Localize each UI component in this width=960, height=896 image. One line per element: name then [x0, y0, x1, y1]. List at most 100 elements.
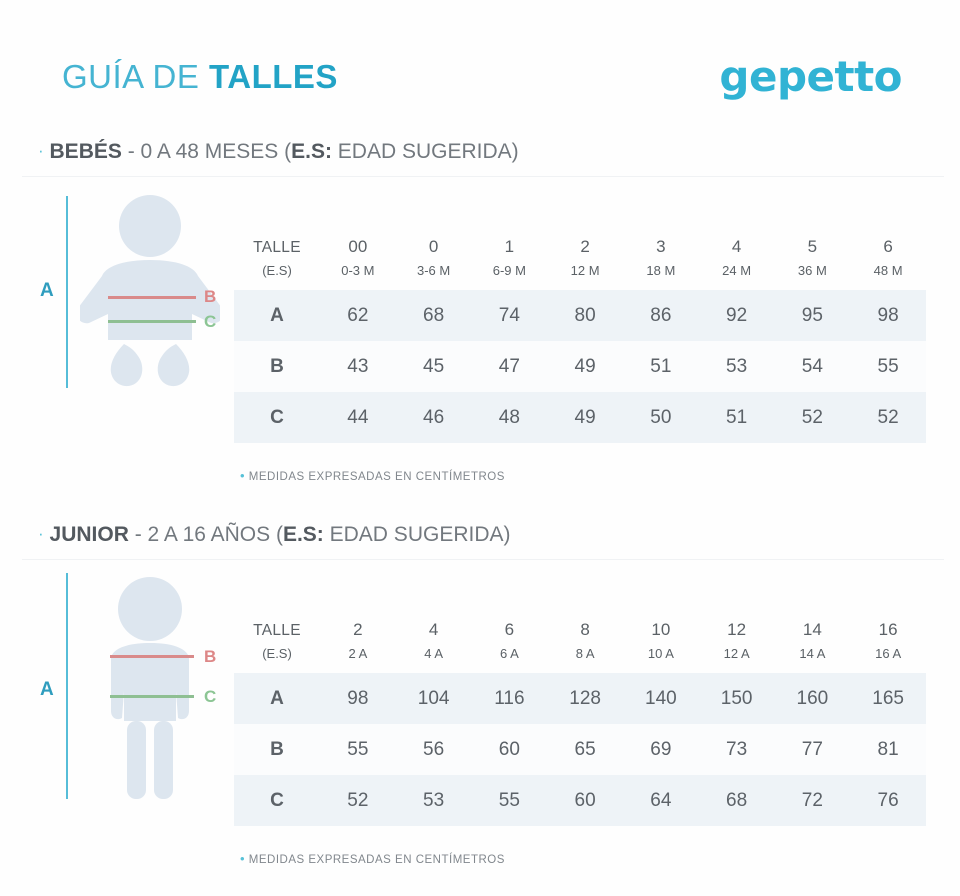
- cell-value: 44: [347, 406, 369, 428]
- section-junior-es-meaning: EDAD SUGERIDA): [323, 523, 511, 546]
- cell-value: 53: [423, 789, 445, 811]
- size-table-junior: TALLE 2 4 6 8 10 12 14 16 (E.S) 2 A 4 A …: [234, 609, 926, 826]
- cell-value: 128: [569, 687, 601, 709]
- cell-value: 65: [574, 738, 596, 760]
- column-header-age: 48 M: [873, 263, 903, 278]
- table-note-bebes: • MEDIDAS EXPRESADAS EN CENTÍMETROS: [240, 468, 505, 483]
- waist-measure-line: [108, 320, 196, 323]
- cell-value: 150: [720, 687, 753, 709]
- column-header-age: 18 M: [646, 263, 676, 278]
- section-junior-name: JUNIOR: [49, 523, 129, 546]
- column-header-size: 14: [802, 620, 822, 639]
- waist-measure-label: C: [204, 687, 217, 706]
- row-label-c: C: [270, 789, 284, 811]
- size-table-bebes: TALLE 00 0 1 2 3 4 5 6 (E.S) 0-3 M 3-6 M…: [234, 226, 926, 443]
- cell-value: 45: [423, 355, 445, 377]
- cell-value: 46: [423, 406, 445, 428]
- section-junior-heading: · JUNIOR - 2 A 16 AÑOS (E.S: EDAD SUGERI…: [38, 523, 511, 547]
- cell-value: 52: [877, 406, 899, 428]
- note-text: MEDIDAS EXPRESADAS EN CENTÍMETROS: [248, 471, 505, 483]
- chest-measure-line: [108, 296, 196, 299]
- waist-measure-label: C: [204, 312, 217, 331]
- cell-value: 51: [726, 406, 748, 428]
- chest-measure-label: B: [204, 287, 217, 306]
- table-row: A 98 104 116 128 140 150 160 165: [234, 673, 926, 724]
- cell-value: 98: [877, 304, 899, 326]
- table-body-bebes: A 62 68 74 80 86 92 95 98 B 43 45 47 49 …: [234, 290, 926, 443]
- column-header-talle: TALLE: [253, 622, 301, 639]
- chest-measure-line: [110, 655, 194, 658]
- height-axis-line: [66, 573, 68, 799]
- column-header-age: 24 M: [722, 263, 752, 278]
- table-header-bebes: TALLE 00 0 1 2 3 4 5 6 (E.S) 0-3 M 3-6 M…: [234, 226, 926, 290]
- row-label-b: B: [270, 355, 284, 377]
- height-axis-label: A: [40, 280, 54, 301]
- row-label-a: A: [270, 304, 284, 326]
- note-text: MEDIDAS EXPRESADAS EN CENTÍMETROS: [248, 854, 505, 866]
- cell-value: 95: [801, 304, 823, 326]
- column-header-size: 2: [580, 237, 590, 256]
- masthead: GUÍA DE TALLES gepetto: [0, 0, 960, 126]
- table-note-junior: • MEDIDAS EXPRESADAS EN CENTÍMETROS: [240, 851, 505, 866]
- column-header-size: 00: [348, 237, 368, 256]
- table-body-junior: A 98 104 116 128 140 150 160 165 B 55 56…: [234, 673, 926, 826]
- table-header-junior: TALLE 2 4 6 8 10 12 14 16 (E.S) 2 A 4 A …: [234, 609, 926, 673]
- cell-value: 74: [498, 304, 520, 326]
- column-header-age: 12 M: [570, 263, 600, 278]
- cell-value: 160: [796, 687, 829, 709]
- cell-value: 50: [650, 406, 672, 428]
- cell-value: 86: [650, 304, 672, 326]
- column-header-size: 8: [580, 620, 590, 639]
- column-header-talle: TALLE: [253, 239, 301, 256]
- cell-value: 69: [650, 738, 672, 760]
- cell-value: 81: [877, 738, 899, 760]
- cell-value: 92: [726, 304, 748, 326]
- cell-value: 51: [650, 355, 672, 377]
- column-header-age: 2 A: [348, 646, 368, 661]
- table-row: C 52 53 55 60 64 68 72 76: [234, 775, 926, 826]
- cell-value: 140: [645, 687, 677, 709]
- column-header-age: 6-9 M: [492, 263, 526, 278]
- column-header-age: 16 A: [875, 646, 902, 661]
- row-label-c: C: [270, 406, 284, 428]
- section-junior-header: · JUNIOR - 2 A 16 AÑOS (E.S: EDAD SUGERI…: [0, 509, 960, 567]
- column-header-size: 6: [883, 237, 893, 256]
- column-header-age: 6 A: [499, 646, 519, 661]
- child-silhouette-icon: [111, 577, 189, 799]
- column-header-size: 3: [656, 237, 666, 256]
- section-junior-es-label: E.S:: [282, 523, 324, 546]
- column-header-age: 36 M: [797, 263, 827, 278]
- cell-value: 72: [801, 789, 823, 811]
- row-label-a: A: [270, 687, 284, 709]
- table-row: B 43 45 47 49 51 53 54 55: [234, 341, 926, 392]
- column-header-age: 3-6 M: [417, 263, 451, 278]
- column-header-size: 5: [807, 237, 818, 256]
- table-row: A 62 68 74 80 86 92 95 98: [234, 290, 926, 341]
- section-bebes-header: · BEBÉS - 0 A 48 MESES (E.S: EDAD SUGERI…: [0, 126, 960, 184]
- column-header-age: 4 A: [424, 646, 444, 661]
- cell-value: 76: [877, 789, 899, 811]
- height-axis-line: [66, 196, 68, 388]
- cell-value: 60: [574, 789, 596, 811]
- waist-measure-line: [110, 695, 194, 698]
- baby-figure: A B C: [32, 188, 232, 408]
- column-header-size: 10: [651, 620, 671, 639]
- column-header-size: 6: [504, 620, 515, 639]
- column-header-age: 0-3 M: [341, 263, 375, 278]
- column-header-size: 4: [428, 620, 439, 639]
- cell-value: 80: [574, 304, 596, 326]
- section-bebes-range: - 0 A 48 MESES (: [121, 140, 292, 163]
- chest-measure-label: B: [204, 647, 217, 666]
- column-header-size: 16: [878, 620, 898, 639]
- cell-value: 48: [498, 406, 520, 428]
- cell-value: 54: [801, 355, 823, 377]
- column-header-age: 14 A: [799, 646, 826, 661]
- section-junior-range: - 2 A 16 AÑOS (: [128, 523, 283, 546]
- section-junior: · JUNIOR - 2 A 16 AÑOS (E.S: EDAD SUGERI…: [0, 509, 960, 866]
- column-header-size: 0: [428, 237, 439, 256]
- cell-value: 52: [801, 406, 823, 428]
- note-bullet-icon: •: [240, 851, 246, 866]
- table-row-ages: (E.S) 2 A 4 A 6 A 8 A 10 A 12 A 14 A 16 …: [234, 643, 926, 673]
- cell-value: 77: [801, 738, 823, 760]
- page-title-bold: TALLES: [209, 58, 338, 95]
